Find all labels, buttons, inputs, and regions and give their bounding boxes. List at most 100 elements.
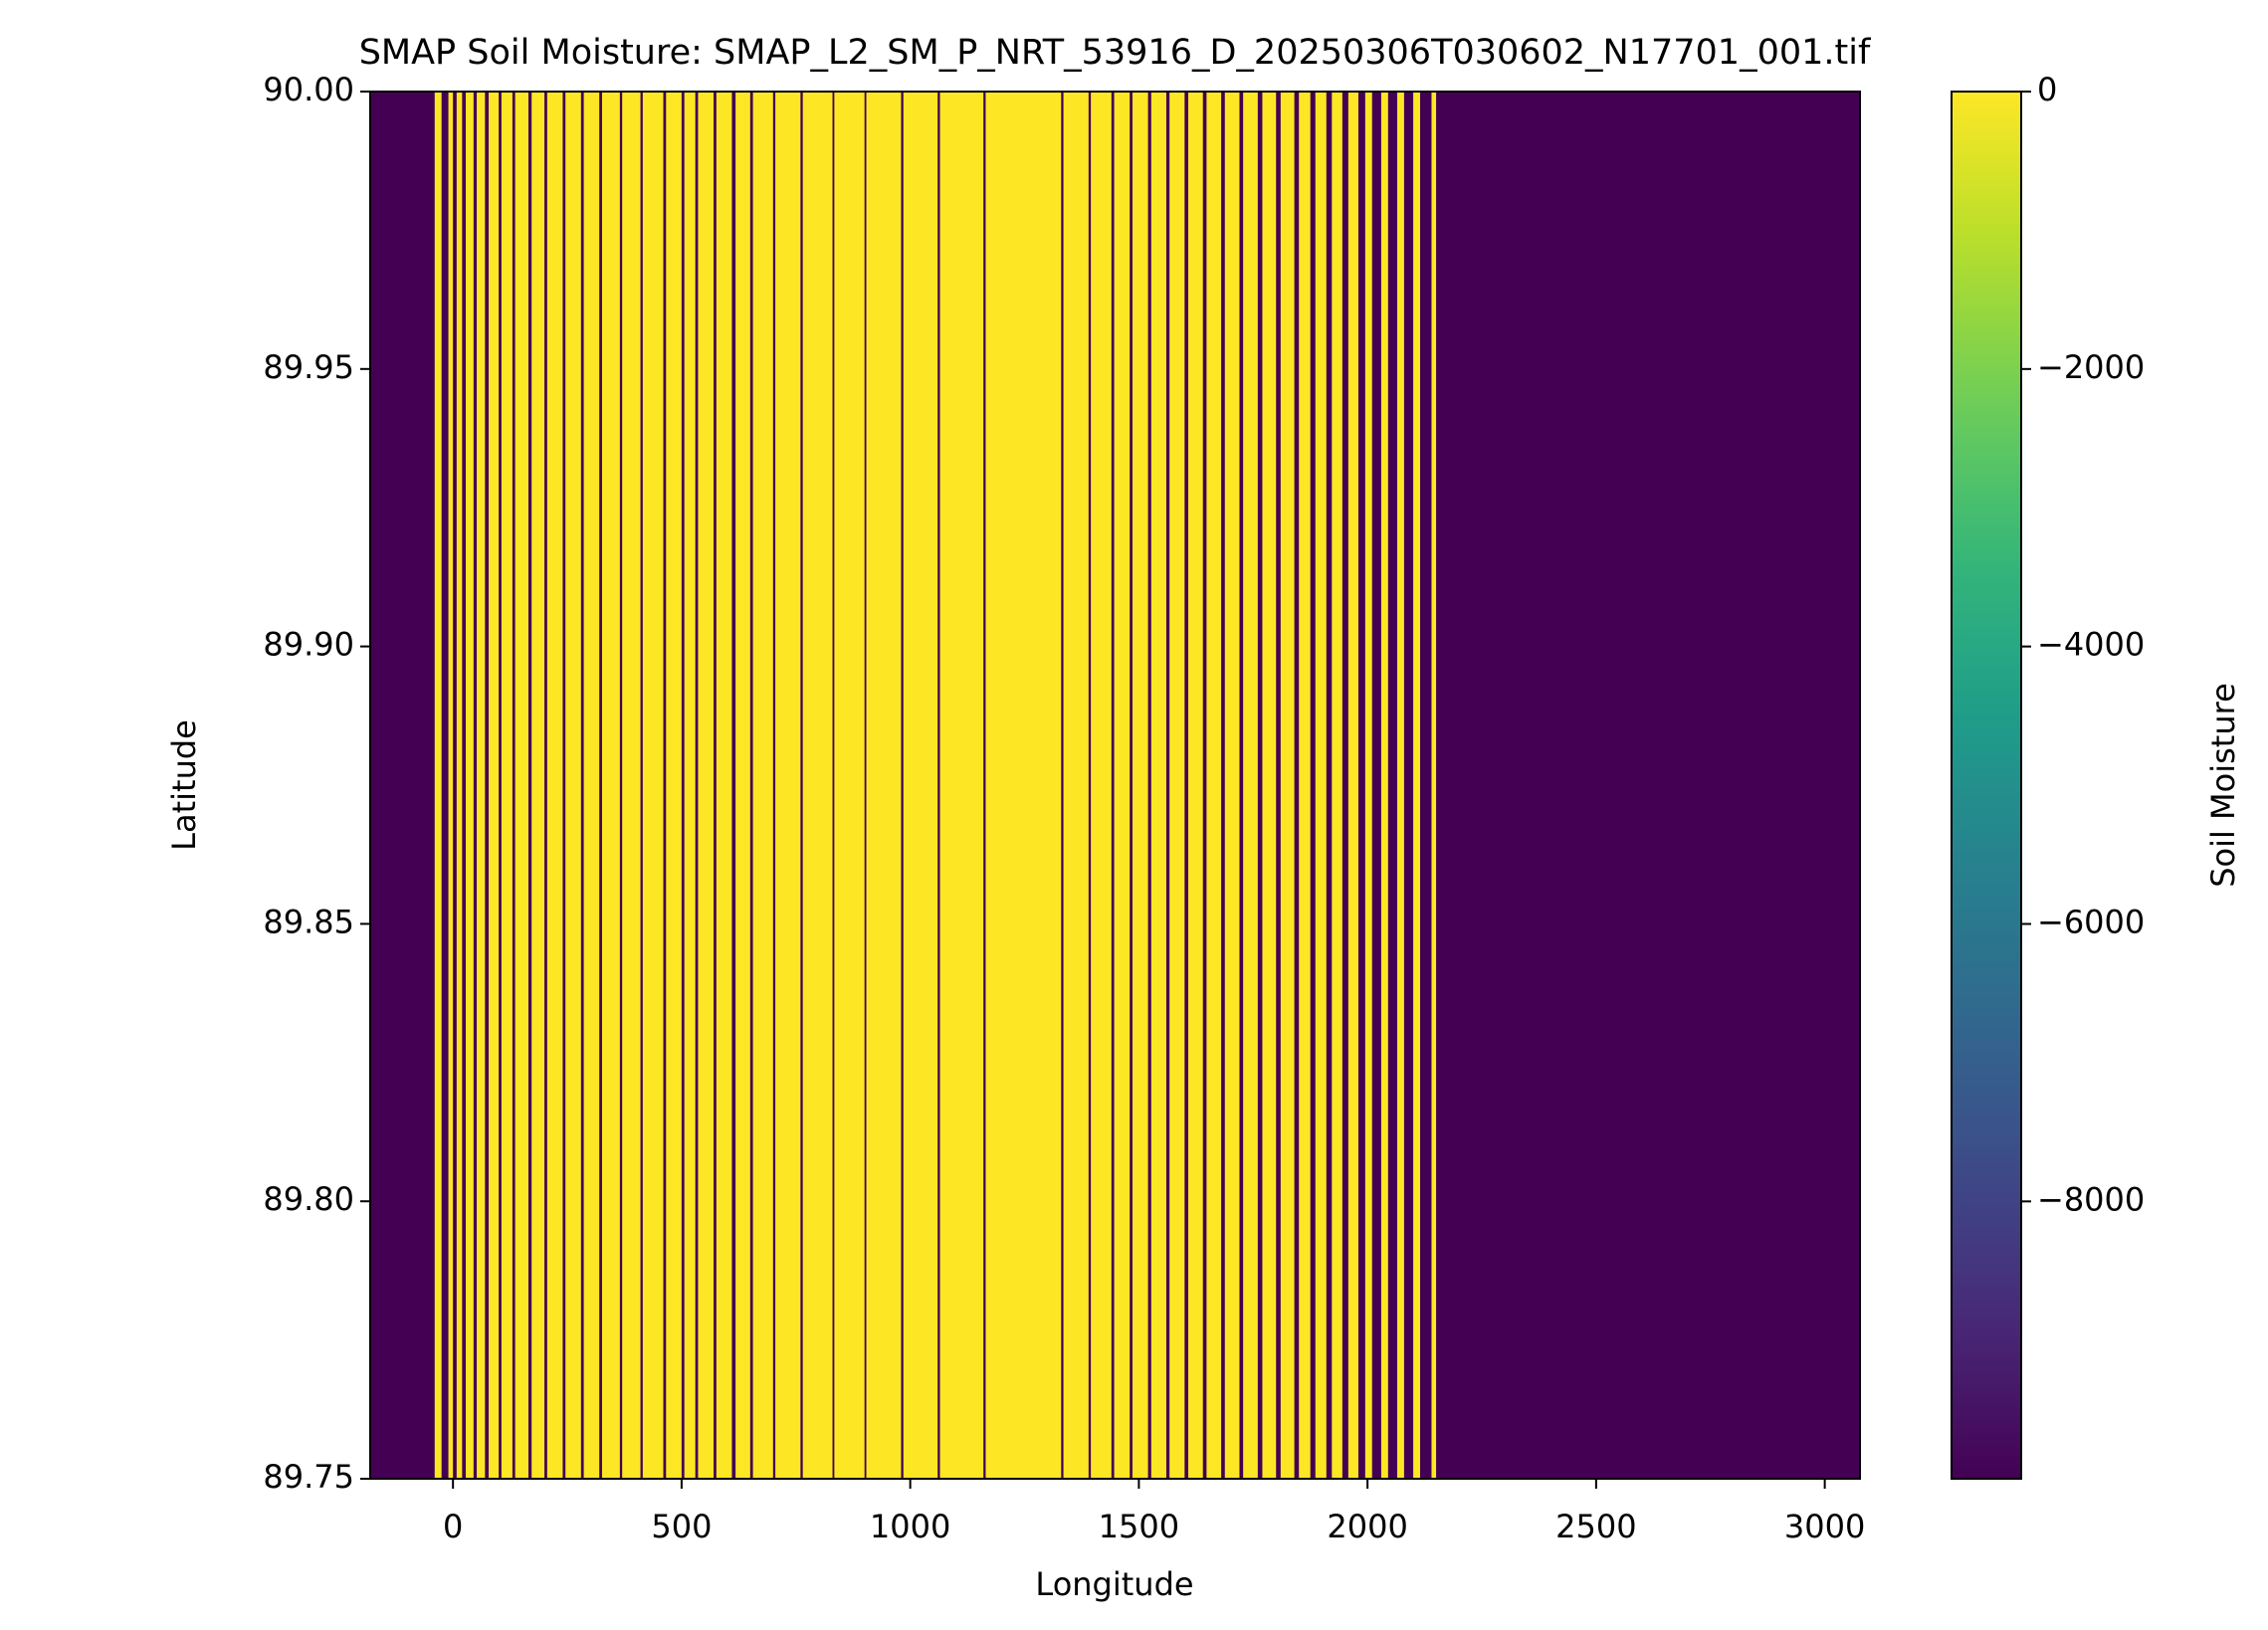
heatmap-cell	[1150, 92, 1167, 1479]
heatmap-cell	[939, 92, 984, 1479]
heatmap-cell	[527, 92, 532, 1479]
heatmap-cell	[619, 92, 623, 1479]
colorbar-tick-label: −4000	[2037, 626, 2145, 664]
heatmap-cell	[1130, 92, 1134, 1479]
heatmap-cell	[800, 92, 804, 1479]
heatmap-cell	[1364, 92, 1373, 1479]
colorbar-tick-label: −8000	[2037, 1180, 2145, 1218]
x-tick-label: 500	[651, 1508, 712, 1545]
heatmap-cell	[1184, 92, 1189, 1479]
heatmap-cell	[1294, 92, 1300, 1479]
heatmap-cell	[1202, 92, 1207, 1479]
heatmap-cell	[580, 92, 584, 1479]
heatmap-cell	[583, 92, 600, 1479]
heatmap-cell	[1165, 92, 1170, 1479]
heatmap-cell	[834, 92, 866, 1479]
y-tick-label: 89.80	[263, 1180, 354, 1218]
colorbar-label: Soil Moisture	[2204, 683, 2242, 888]
heatmap-cell	[1347, 92, 1359, 1479]
heatmap-cell	[1380, 92, 1389, 1479]
heatmap-cell	[1357, 92, 1366, 1479]
x-axis-label: Longitude	[1035, 1565, 1193, 1603]
heatmap-cell	[832, 92, 835, 1479]
heatmap-cell	[1397, 92, 1405, 1479]
heatmap-cell	[512, 92, 516, 1479]
heatmap-cell	[681, 92, 686, 1479]
heatmap-cell	[434, 92, 443, 1479]
heatmap-cell	[1310, 92, 1317, 1479]
heatmap-cell	[802, 92, 833, 1479]
heatmap-cell	[903, 92, 938, 1479]
heatmap-cell	[698, 92, 715, 1479]
heatmap-cell	[1299, 92, 1312, 1479]
heatmap-cell	[1332, 92, 1343, 1479]
heatmap-cell	[684, 92, 697, 1479]
heatmap-cell	[663, 92, 667, 1479]
heatmap-cell	[1341, 92, 1349, 1479]
x-tick-label: 2000	[1327, 1508, 1407, 1545]
heatmap-cell	[1243, 92, 1259, 1479]
heatmap-cell	[485, 92, 490, 1479]
heatmap-cell	[531, 92, 545, 1479]
heatmap-cell	[453, 92, 458, 1479]
heatmap-cell	[466, 92, 475, 1479]
heatmap-cell	[864, 92, 867, 1479]
heatmap-cell	[1111, 92, 1115, 1479]
heatmap-cell	[1091, 92, 1113, 1479]
heatmap-cell	[937, 92, 940, 1479]
heatmap-cell	[1315, 92, 1328, 1479]
heatmap-cell	[1436, 92, 1861, 1479]
heatmap-cell	[544, 92, 548, 1479]
heatmap-cell	[716, 92, 732, 1479]
heatmap-cell	[752, 92, 774, 1479]
heatmap-cell	[772, 92, 776, 1479]
heatmap-cell	[642, 92, 664, 1479]
heatmap-cell	[1413, 92, 1421, 1479]
heatmap-cell	[1431, 92, 1437, 1479]
heatmap-cell	[515, 92, 529, 1479]
heatmap-cell	[1326, 92, 1333, 1479]
heatmap-cell	[462, 92, 467, 1479]
x-tick-label: 1000	[870, 1508, 950, 1545]
heatmap-cell	[1403, 92, 1414, 1479]
heatmap-cell	[901, 92, 905, 1479]
heatmap-cell	[562, 92, 566, 1479]
heatmap-cell	[714, 92, 718, 1479]
x-tick-label: 3000	[1784, 1508, 1865, 1545]
heatmap-cell	[749, 92, 753, 1479]
heatmap-cell	[1063, 92, 1090, 1479]
heatmap-cell	[1169, 92, 1185, 1479]
x-tick-label: 0	[443, 1508, 463, 1545]
heatmap-cell	[441, 92, 449, 1479]
heatmap-cell	[1280, 92, 1296, 1479]
heatmap-cell	[370, 92, 436, 1479]
heatmap-cell	[1257, 92, 1263, 1479]
heatmap-cell	[1132, 92, 1148, 1479]
heatmap-cell	[1276, 92, 1282, 1479]
heatmap-cell	[489, 92, 500, 1479]
heatmap-cell	[731, 92, 736, 1479]
heatmap-cell	[666, 92, 683, 1479]
heatmap-cell	[1387, 92, 1398, 1479]
heatmap-cell	[866, 92, 902, 1479]
y-axis-label: Latitude	[165, 719, 203, 851]
colorbar-tick-label: −6000	[2037, 903, 2145, 940]
heatmap-cell	[546, 92, 563, 1479]
colorbar-tick-label: −2000	[2037, 348, 2145, 386]
colorbar	[1951, 91, 2022, 1480]
heatmap-cell	[1262, 92, 1277, 1479]
colorbar-tick-label: 0	[2037, 71, 2057, 108]
heatmap-cell	[1147, 92, 1152, 1479]
y-tick-label: 90.00	[263, 71, 354, 108]
plot-frame	[369, 91, 1861, 1480]
heatmap-cell	[473, 92, 478, 1479]
heatmap-cell	[1061, 92, 1064, 1479]
chart-title: SMAP Soil Moisture: SMAP_L2_SM_P_NRT_539…	[359, 33, 1871, 73]
heatmap-cell	[1221, 92, 1226, 1479]
heatmap-cell	[1224, 92, 1240, 1479]
heatmap-cell	[501, 92, 514, 1479]
heatmap-cell	[735, 92, 751, 1479]
y-tick-label: 89.75	[263, 1458, 354, 1496]
heatmap-cell	[1114, 92, 1131, 1479]
